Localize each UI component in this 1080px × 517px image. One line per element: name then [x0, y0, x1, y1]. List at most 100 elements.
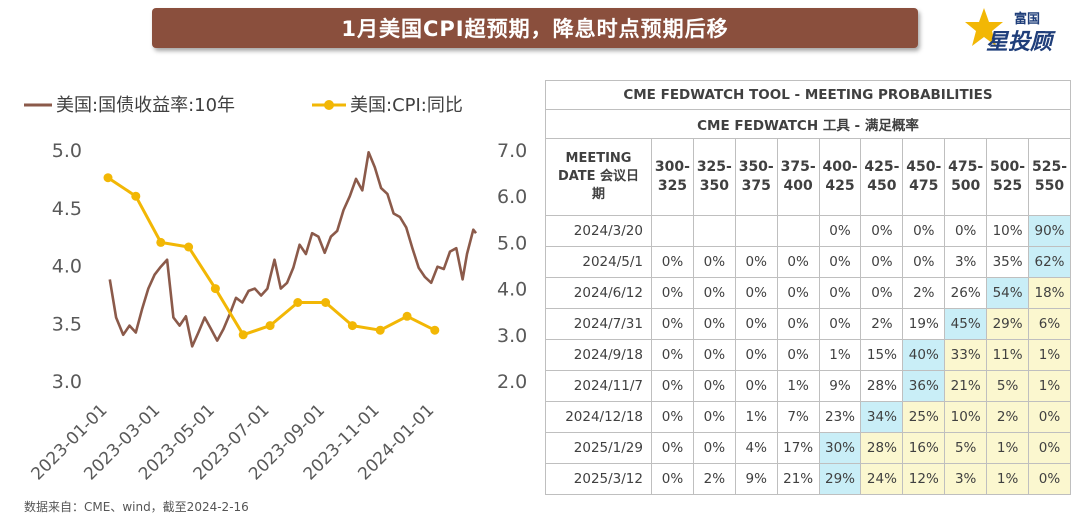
table-row: 2024/12/18 0% 0% 1% 7% 23% 34% 25% 10% 2% 0% — [545, 401, 1071, 433]
series-point-cpi — [321, 298, 331, 307]
probability-cell: 0% — [776, 339, 820, 371]
probability-cell: 2% — [860, 308, 904, 340]
probability-cell: 0% — [734, 277, 778, 309]
meeting-date-cell: 2024/3/20 — [545, 215, 652, 247]
probability-cell: 0% — [860, 277, 904, 309]
probability-cell: 26% — [944, 277, 988, 309]
probability-cell: 62% — [1028, 246, 1071, 278]
probability-cell: 0% — [692, 370, 736, 402]
probability-cell: 2% — [902, 277, 946, 309]
series-point-cpi — [103, 173, 113, 183]
probability-cell: 1% — [776, 370, 820, 402]
table-header-row: MEETING DATE 会议日期 300- 325 325- 350 350- 375 375… — [545, 138, 1071, 216]
series-point-cpi — [347, 321, 357, 331]
probability-cell: 4% — [734, 432, 778, 464]
probability-cell: 35% — [986, 246, 1030, 278]
probability-cell: 0% — [692, 401, 736, 433]
probability-cell: 0% — [651, 401, 694, 433]
probability-cell: 0% — [651, 308, 694, 340]
meeting-date-cell: 2024/6/12 — [545, 277, 652, 309]
probability-cell: 0% — [651, 370, 694, 402]
probability-cell: 40% — [902, 339, 946, 371]
probability-cell: 0% — [692, 308, 736, 340]
probability-cell: 0% — [734, 339, 778, 371]
probability-cell: 0% — [692, 277, 736, 309]
probability-cell: 0% — [692, 339, 736, 371]
probability-cell: 0% — [734, 246, 778, 278]
y-left-tick-label: 4.5 — [52, 198, 82, 220]
probability-cell: 28% — [860, 370, 904, 402]
probability-cell: 30% — [818, 432, 862, 464]
probability-cell: 0% — [818, 308, 862, 340]
probability-cell: 1% — [734, 401, 778, 433]
y-left-tick-label: 3.5 — [52, 313, 82, 335]
table-row: 2024/5/1 0% 0% 0% 0% 0% 0% 0% 3% 35% 62% — [545, 246, 1071, 278]
col-header-rate-range: 450- 475 — [902, 138, 946, 216]
meeting-date-cell: 2024/9/18 — [545, 339, 652, 371]
series-line-yield — [108, 151, 478, 348]
col-header-rate-range: 525- 550 — [1028, 138, 1071, 216]
table-row: 2024/3/20 0% 0% 0% 0% 10% 90% — [545, 215, 1071, 247]
probability-cell: 11% — [986, 339, 1030, 371]
probability-cell: 28% — [860, 432, 904, 464]
probability-cell — [651, 215, 694, 247]
probability-cell: 21% — [944, 370, 988, 402]
probability-cell: 0% — [902, 215, 946, 247]
probability-cell — [692, 215, 736, 247]
series-point-cpi — [430, 325, 440, 335]
series-point-cpi — [131, 191, 141, 201]
series-point-cpi — [402, 311, 412, 321]
probability-cell: 0% — [734, 370, 778, 402]
logo-small-text: 富国 — [1014, 12, 1041, 27]
probability-cell: 0% — [734, 308, 778, 340]
y-right-tick-label: 5.0 — [497, 232, 527, 254]
probability-cell: 33% — [944, 339, 988, 371]
y-right-tick-label: 3.0 — [497, 325, 527, 347]
probability-cell: 0% — [776, 277, 820, 309]
probability-cell — [776, 215, 820, 247]
probability-cell — [734, 215, 778, 247]
table-row: 2024/6/12 0% 0% 0% 0% 0% 0% 2% 26% 54% 18% — [545, 277, 1071, 309]
probability-cell: 3% — [944, 463, 988, 495]
y-right-tick-label: 2.0 — [497, 371, 527, 393]
y-right-tick-label: 6.0 — [497, 186, 527, 208]
probability-cell: 0% — [651, 432, 694, 464]
y-right-tick-label: 4.0 — [497, 279, 527, 301]
table-row: 2024/11/7 0% 0% 0% 1% 9% 28% 36% 21% 5% 1% — [545, 370, 1071, 402]
y-left-tick-label: 4.0 — [52, 256, 82, 278]
probability-cell: 18% — [1028, 277, 1071, 309]
series-point-cpi — [265, 321, 275, 331]
probability-cell: 10% — [986, 215, 1030, 247]
series-point-cpi — [238, 330, 248, 340]
col-header-rate-range: 500- 525 — [986, 138, 1030, 216]
probability-cell: 5% — [986, 370, 1030, 402]
y-left-tick-label: 3.0 — [52, 371, 82, 393]
probability-cell: 45% — [944, 308, 988, 340]
legend-label-yield: 美国:国债收益率:10年 — [56, 95, 235, 116]
probability-cell: 0% — [651, 339, 694, 371]
meeting-date-cell: 2025/3/12 — [545, 463, 652, 495]
probability-cell: 25% — [902, 401, 946, 433]
probability-cell: 24% — [860, 463, 904, 495]
probability-cell: 1% — [818, 339, 862, 371]
col-header-rate-range: 425- 450 — [860, 138, 904, 216]
probability-cell: 0% — [651, 463, 694, 495]
col-header-rate-range: 475- 500 — [944, 138, 988, 216]
probability-cell: 17% — [776, 432, 820, 464]
probability-cell: 0% — [776, 246, 820, 278]
probability-cell: 12% — [902, 463, 946, 495]
table-caption-en: CME FEDWATCH TOOL - MEETING PROBABILITIE… — [545, 80, 1071, 110]
probability-cell: 29% — [818, 463, 862, 495]
probability-cell: 29% — [986, 308, 1030, 340]
page-title: 1月美国CPI超预期，降息时点预期后移 — [341, 17, 729, 41]
probability-cell: 15% — [860, 339, 904, 371]
probability-cell: 0% — [651, 277, 694, 309]
col-header-rate-range: 350- 375 — [734, 138, 778, 216]
col-header-rate-range: 375- 400 — [776, 138, 820, 216]
probability-cell: 7% — [776, 401, 820, 433]
series-point-cpi — [210, 284, 220, 294]
probability-cell: 9% — [734, 463, 778, 495]
legend-label-cpi: 美国:CPI:同比 — [350, 95, 463, 116]
probability-cell: 36% — [902, 370, 946, 402]
data-source-note: 数据来自：CME、wind，截至2024-2-16 — [24, 500, 249, 514]
